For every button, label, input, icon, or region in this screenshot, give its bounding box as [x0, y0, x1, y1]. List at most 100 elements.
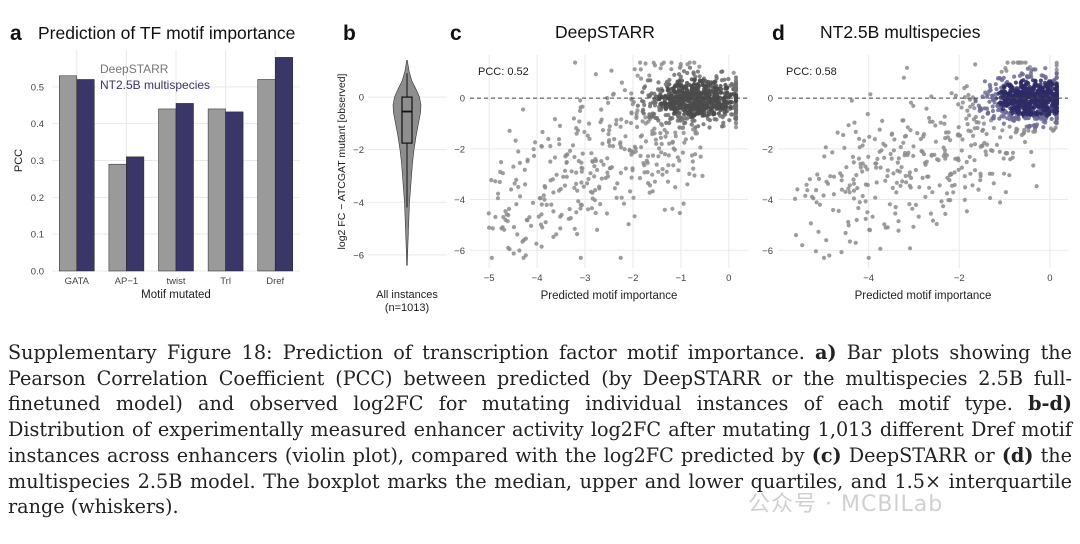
data-point — [664, 120, 669, 125]
data-point — [858, 161, 863, 166]
violin-chart: 0 −2 −4 −6 log2 FC − ATCGAT mutant [observed… — [336, 55, 447, 314]
data-point — [857, 136, 862, 141]
data-point — [635, 103, 641, 108]
data-point — [847, 239, 853, 244]
data-point — [942, 151, 948, 156]
data-point — [860, 193, 865, 199]
data-point — [897, 169, 902, 174]
plot-area — [470, 55, 748, 268]
data-point — [847, 190, 852, 195]
data-point — [1016, 60, 1022, 65]
data-point — [701, 113, 707, 118]
data-point — [599, 176, 604, 181]
data-point — [942, 148, 948, 153]
data-point — [908, 100, 914, 105]
data-point — [860, 169, 865, 174]
data-point — [938, 120, 943, 125]
data-point — [647, 73, 652, 78]
data-point — [874, 161, 879, 166]
data-point — [904, 180, 909, 185]
data-point — [643, 115, 648, 120]
data-point — [1000, 128, 1005, 133]
data-point — [911, 224, 916, 229]
x-tick-label: AP−1 — [115, 276, 139, 287]
data-point — [568, 148, 573, 153]
data-point — [658, 101, 663, 107]
data-point — [1021, 111, 1026, 116]
data-point — [973, 114, 979, 120]
data-point — [603, 175, 608, 181]
data-point — [658, 131, 663, 136]
data-point — [1030, 90, 1035, 95]
data-point — [677, 158, 682, 163]
data-point — [513, 138, 518, 143]
data-point — [516, 184, 521, 190]
data-point — [614, 118, 619, 123]
y-axis-label: PCC — [13, 149, 25, 172]
data-point — [551, 234, 556, 239]
data-point — [574, 131, 579, 136]
data-point — [601, 162, 606, 167]
data-point — [895, 160, 900, 165]
data-point — [733, 82, 739, 87]
data-point — [885, 174, 890, 179]
data-point — [733, 99, 739, 104]
caption-bd-text: Distribution of experimentally measured … — [8, 418, 1072, 467]
data-point — [651, 60, 656, 65]
data-point — [898, 183, 903, 188]
data-point — [622, 147, 627, 152]
data-point — [595, 167, 600, 172]
data-point — [844, 165, 849, 170]
data-point — [960, 100, 965, 105]
data-point — [522, 167, 527, 172]
data-point — [900, 179, 905, 184]
data-point — [956, 125, 961, 130]
data-point — [653, 137, 659, 142]
data-point — [733, 125, 739, 130]
data-point — [880, 118, 885, 123]
data-point — [885, 168, 890, 173]
data-point — [1033, 78, 1038, 83]
data-point — [523, 182, 528, 187]
data-point — [698, 145, 703, 150]
data-point — [546, 136, 551, 142]
data-point — [997, 116, 1002, 121]
data-point — [993, 92, 998, 97]
x-axis-label: Predicted motif importance — [855, 290, 992, 302]
scatter-chart-deepstarr: 0 −2 −4 −6 −5 −4 −3 −2 −1 0 PCC: 0.52 Predicted mot… — [454, 55, 748, 302]
data-point — [915, 131, 920, 136]
data-point — [614, 195, 619, 200]
data-point — [926, 174, 931, 179]
data-point — [609, 68, 614, 73]
data-point — [808, 221, 814, 226]
data-point — [592, 164, 597, 169]
data-point — [487, 225, 492, 230]
data-point — [611, 144, 616, 149]
data-point — [607, 128, 612, 133]
data-point — [662, 127, 667, 133]
data-point — [696, 86, 701, 91]
data-point — [619, 117, 624, 122]
data-point — [956, 102, 961, 107]
x-tick-label: Trl — [220, 276, 231, 287]
y-tick-label: 0 — [460, 94, 465, 105]
y-tick-label: −6 — [353, 250, 364, 261]
data-point — [1026, 86, 1031, 91]
data-point — [593, 72, 599, 77]
data-point — [959, 148, 964, 153]
data-point — [629, 149, 635, 154]
data-point — [587, 136, 592, 141]
data-point — [708, 88, 713, 93]
data-point — [900, 118, 905, 123]
data-point — [1023, 90, 1029, 95]
data-point — [1054, 117, 1059, 122]
data-point — [660, 167, 665, 172]
data-point — [1048, 91, 1053, 96]
data-point — [562, 183, 568, 188]
data-point — [635, 124, 640, 130]
x-tick-label: −2 — [628, 273, 639, 284]
data-point — [730, 112, 735, 117]
data-point — [852, 120, 857, 125]
data-point — [906, 150, 911, 155]
data-point — [1002, 171, 1007, 176]
